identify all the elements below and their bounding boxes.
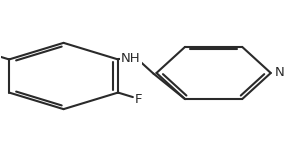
Text: NH: NH bbox=[121, 52, 141, 65]
Text: F: F bbox=[135, 93, 142, 106]
Text: N: N bbox=[275, 66, 285, 79]
